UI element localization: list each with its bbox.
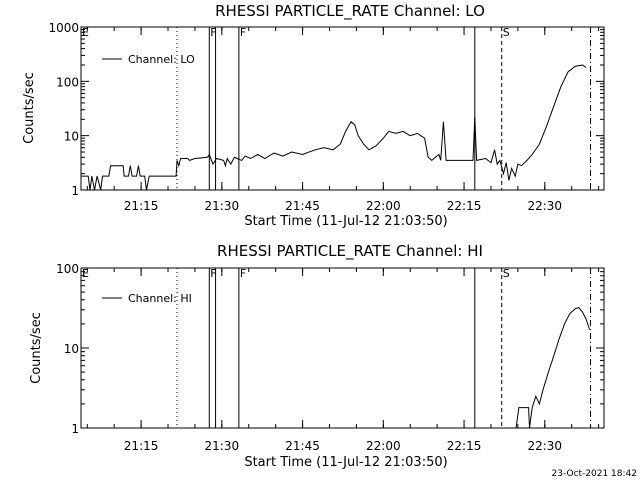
x-tick-label-lo: 22:30 [527, 199, 562, 213]
plot-frame-lo [80, 26, 605, 191]
x-tick-label-hi: 22:00 [366, 439, 401, 453]
flag-label-hi: F [240, 267, 246, 280]
xlabel-lo: Start Time (11-Jul-12 21:03:50) [244, 214, 447, 229]
timestamp-stamp: 23-Oct-2021 18:42 [552, 469, 637, 479]
x-tick-label-lo: 21:15 [124, 199, 159, 213]
flag-label-lo: F [210, 26, 216, 39]
flag-label-hi: E [82, 267, 89, 280]
legend-label-lo: Channel: LO [128, 53, 195, 66]
y-tick-label-hi: 10 [64, 342, 79, 356]
x-tick-label-lo: 22:00 [366, 199, 401, 213]
flag-label-lo: E [82, 26, 89, 39]
panel-lo: RHESSI PARTICLE_RATE Channel: LO Start T… [22, 2, 605, 229]
flag-label-lo: S [503, 26, 510, 39]
ylabel-hi: Counts/sec [29, 312, 44, 384]
series-line-lo [81, 64, 587, 191]
y-tick-label-lo: 1000 [48, 21, 79, 35]
x-tick-label-hi: 22:15 [447, 439, 482, 453]
y-tick-label-hi: 100 [56, 262, 79, 276]
x-tick-label-lo: 21:45 [285, 199, 320, 213]
x-tick-label-lo: 21:30 [205, 199, 240, 213]
x-tick-label-hi: 21:30 [205, 439, 240, 453]
flag-label-lo: F [240, 26, 246, 39]
chart-title-lo: RHESSI PARTICLE_RATE Channel: LO [215, 2, 485, 21]
x-tick-label-hi: 22:30 [527, 439, 562, 453]
chart-title-hi: RHESSI PARTICLE_RATE Channel: HI [217, 242, 483, 261]
y-tick-label-hi: 1 [71, 422, 79, 436]
series-line-hi [515, 307, 591, 429]
flag-label-hi: F [210, 267, 216, 280]
y-tick-label-lo: 100 [56, 75, 79, 89]
x-tick-label-lo: 22:15 [447, 199, 482, 213]
x-tick-label-hi: 21:45 [285, 439, 320, 453]
legend-label-hi: Channel: HI [128, 292, 192, 305]
ylabel-lo: Counts/sec [22, 72, 37, 144]
panel-hi: RHESSI PARTICLE_RATE Channel: HI Start T… [29, 242, 605, 470]
y-tick-label-lo: 10 [64, 130, 79, 144]
y-tick-label-lo: 1 [71, 184, 79, 198]
x-tick-label-hi: 21:15 [124, 439, 159, 453]
flag-label-hi: S [503, 267, 510, 280]
xlabel-hi: Start Time (11-Jul-12 21:03:50) [244, 455, 447, 470]
